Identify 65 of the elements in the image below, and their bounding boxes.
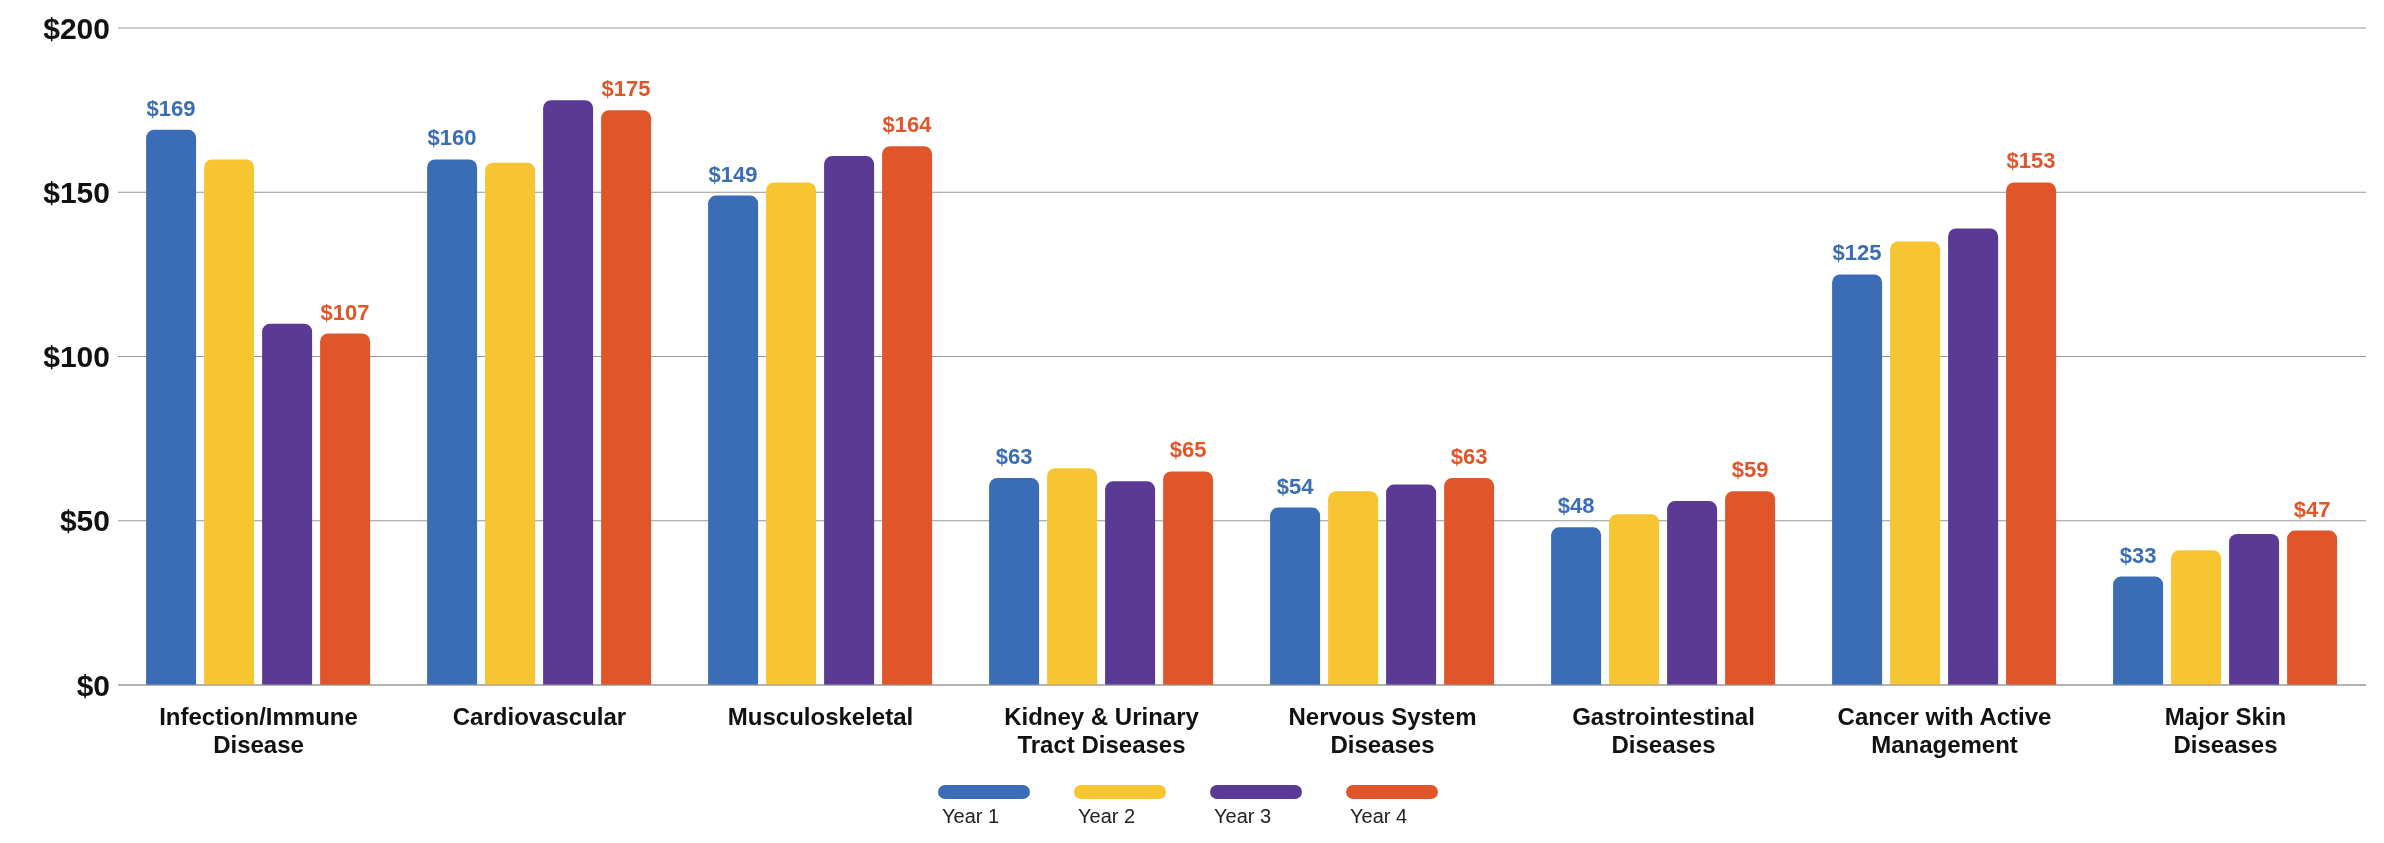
legend-label: Year 4 xyxy=(1350,805,1408,828)
bar xyxy=(1105,481,1156,685)
bar xyxy=(2006,182,2057,685)
bar xyxy=(2287,530,2338,685)
data-label: $164 xyxy=(882,112,933,138)
bar xyxy=(320,333,371,685)
bar xyxy=(2171,550,2222,685)
bar xyxy=(708,195,759,685)
bar xyxy=(1163,471,1214,685)
bar xyxy=(427,159,478,685)
x-tick-label: Cardiovascular xyxy=(452,703,627,730)
bar xyxy=(1609,514,1660,685)
data-label: $47 xyxy=(2293,496,2331,522)
data-label: $160 xyxy=(427,125,477,151)
bar xyxy=(485,162,536,685)
bar xyxy=(601,110,652,685)
y-tick-label: $0 xyxy=(76,668,110,702)
bar xyxy=(1890,241,1941,685)
bar xyxy=(1270,507,1321,685)
data-label: $63 xyxy=(1450,444,1488,470)
data-label: $125 xyxy=(1832,240,1882,266)
data-label: $169 xyxy=(146,95,196,121)
x-tick-label: Musculoskeletal xyxy=(727,703,914,730)
bar xyxy=(766,182,817,685)
bar xyxy=(543,100,594,685)
data-label: $107 xyxy=(320,299,370,325)
y-tick-label: $100 xyxy=(43,340,110,374)
y-tick-label: $50 xyxy=(59,504,110,538)
legend-label: Year 1 xyxy=(942,805,1000,828)
x-tick-label: Kidney & Urinary Tract Diseases xyxy=(1004,703,1200,758)
data-label: $153 xyxy=(2006,148,2056,174)
data-label: $54 xyxy=(1276,473,1315,499)
bar xyxy=(989,478,1040,685)
x-tick-label: Cancer with Active Management xyxy=(1837,703,2052,758)
legend-label: Year 3 xyxy=(1214,805,1272,828)
data-label: $33 xyxy=(2119,542,2157,568)
bar xyxy=(2113,576,2164,685)
bar xyxy=(1047,468,1098,685)
bar xyxy=(882,146,933,685)
bar xyxy=(262,323,313,685)
bar xyxy=(824,156,875,685)
bar xyxy=(1551,527,1602,685)
data-label: $175 xyxy=(601,76,651,102)
bar xyxy=(1444,478,1495,685)
bar xyxy=(1386,484,1437,685)
x-tick-label: Major Skin Diseases xyxy=(2164,703,2287,758)
x-tick-label: Infection/Immune Disease xyxy=(159,703,358,758)
bar xyxy=(1667,501,1718,685)
data-label: $149 xyxy=(708,161,758,187)
bar xyxy=(2229,533,2280,685)
bar xyxy=(1725,491,1776,685)
bar xyxy=(1948,228,1999,685)
data-label: $65 xyxy=(1169,437,1207,463)
bar xyxy=(1832,274,1883,685)
bar xyxy=(146,129,197,685)
x-tick-label: Nervous System Diseases xyxy=(1288,703,1477,758)
data-label: $59 xyxy=(1731,457,1769,483)
bar xyxy=(1328,491,1379,685)
data-label: $48 xyxy=(1557,493,1595,519)
bar xyxy=(204,159,255,685)
data-label: $63 xyxy=(995,444,1033,470)
y-tick-label: $150 xyxy=(43,175,110,209)
legend-label: Year 2 xyxy=(1078,805,1136,828)
x-tick-label: Gastrointestinal Diseases xyxy=(1572,703,1755,758)
y-tick-label: $200 xyxy=(43,11,110,45)
